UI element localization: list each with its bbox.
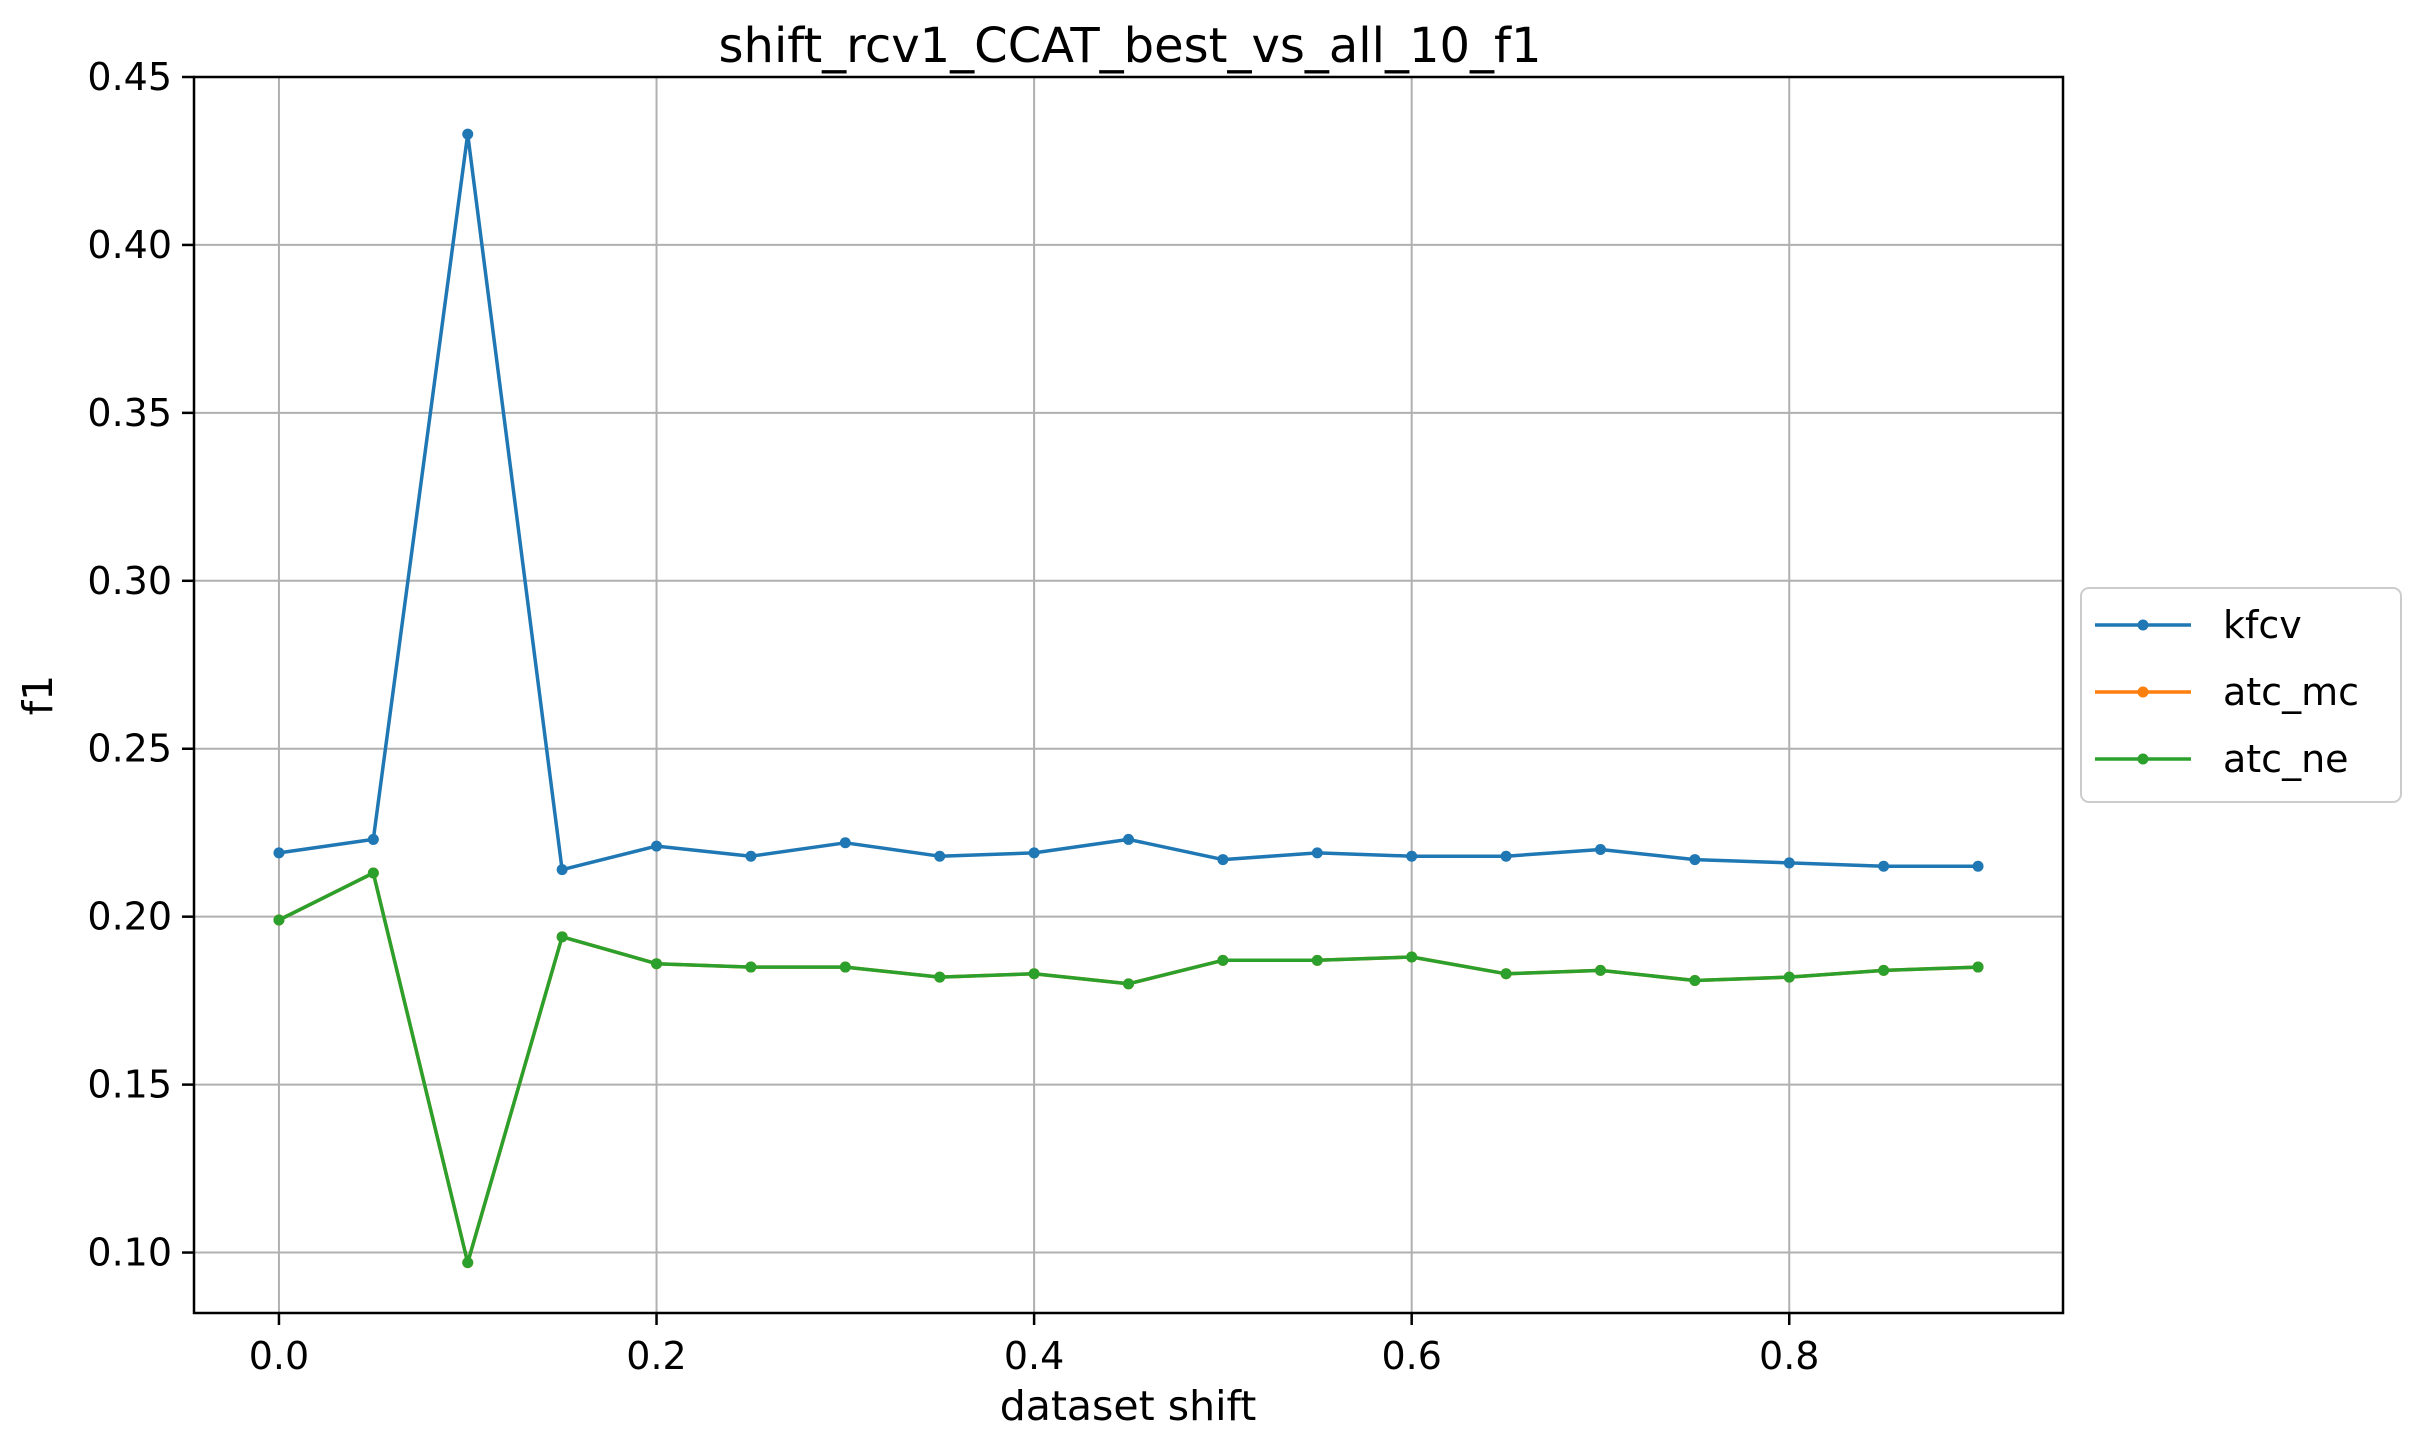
y-axis: 0.10 0.15 0.20 0.25 0.30 0.35 0.40 0.45 xyxy=(87,55,194,1275)
data-point-kfcv xyxy=(1123,833,1134,845)
data-point-kfcv xyxy=(1689,854,1701,866)
x-axis-label: dataset shift xyxy=(1000,1382,1257,1430)
data-point-kfcv xyxy=(1878,860,1890,872)
data-point-atc_ne xyxy=(651,958,663,970)
series-atc_mc xyxy=(273,867,1984,1269)
data-point-atc_ne xyxy=(1217,954,1229,966)
data-point-atc_ne xyxy=(367,867,379,879)
data-point-atc_ne xyxy=(1500,968,1512,980)
data-point-atc_ne xyxy=(1311,954,1323,966)
legend-marker xyxy=(2137,686,2149,698)
series-line-atc_ne xyxy=(278,871,1979,1265)
data-point-atc_ne xyxy=(745,961,757,973)
legend-item-atc_mc: atc_mc xyxy=(2095,670,2359,714)
data-point-atc_ne xyxy=(1783,971,1795,983)
x-tick-label: 0.0 xyxy=(249,1334,309,1378)
legend-item-kfcv: kfcv xyxy=(2095,603,2302,647)
data-point-atc_ne xyxy=(1972,961,1984,973)
chart-title: shift_rcv1_CCAT_best_vs_all_10_f1 xyxy=(719,18,1542,74)
data-point-atc_ne xyxy=(934,971,946,983)
data-point-kfcv xyxy=(462,128,474,140)
series-layer xyxy=(273,128,1984,1269)
data-point-atc_ne xyxy=(839,961,851,973)
legend: kfcv atc_mc atc_ne xyxy=(2080,587,2402,803)
y-tick-label: 0.15 xyxy=(87,1063,172,1107)
data-point-kfcv xyxy=(934,850,946,862)
x-tick-label: 0.8 xyxy=(1759,1334,1819,1378)
y-axis-label: f1 xyxy=(14,675,62,716)
data-point-atc_ne xyxy=(1028,968,1040,980)
series-atc_ne xyxy=(273,867,1984,1269)
data-point-kfcv xyxy=(745,850,757,862)
data-point-kfcv xyxy=(1972,860,1984,872)
x-tick-label: 0.2 xyxy=(626,1334,686,1378)
data-point-atc_ne xyxy=(1689,974,1701,986)
x-tick-label: 0.4 xyxy=(1004,1334,1064,1378)
data-point-kfcv xyxy=(367,833,379,845)
legend-marker xyxy=(2137,753,2149,765)
data-point-atc_ne xyxy=(556,931,568,943)
y-tick-label: 0.40 xyxy=(87,223,172,267)
y-tick-label: 0.45 xyxy=(87,55,172,99)
legend-marker xyxy=(2137,619,2149,631)
y-tick-label: 0.25 xyxy=(87,727,172,771)
data-point-kfcv xyxy=(556,864,568,876)
series-kfcv xyxy=(273,128,1984,876)
data-point-atc_ne xyxy=(462,1257,474,1269)
data-point-kfcv xyxy=(273,847,285,859)
legend-box xyxy=(2080,587,2402,803)
x-tick-label: 0.6 xyxy=(1381,1334,1441,1378)
data-point-kfcv xyxy=(1028,847,1040,859)
y-tick-label: 0.10 xyxy=(87,1231,172,1275)
data-point-kfcv xyxy=(1783,857,1795,869)
data-point-atc_ne xyxy=(1878,964,1890,976)
data-point-atc_ne xyxy=(1594,964,1606,976)
series-line-atc_mc xyxy=(278,871,1979,1265)
data-point-kfcv xyxy=(1217,854,1229,866)
legend-label: atc_mc xyxy=(2223,670,2359,714)
plot-frame xyxy=(192,75,2065,1315)
y-tick-label: 0.30 xyxy=(87,559,172,603)
grid-lines xyxy=(194,76,2063,1313)
legend-item-atc_ne: atc_ne xyxy=(2095,737,2349,781)
data-point-kfcv xyxy=(1500,850,1512,862)
data-point-kfcv xyxy=(651,840,663,852)
data-point-kfcv xyxy=(839,837,851,849)
legend-label: kfcv xyxy=(2223,603,2302,647)
data-point-atc_ne xyxy=(273,914,285,926)
legend-label: atc_ne xyxy=(2223,737,2349,781)
y-tick-label: 0.35 xyxy=(87,391,172,435)
y-tick-label: 0.20 xyxy=(87,895,172,939)
x-axis: 0.0 0.2 0.4 0.6 0.8 xyxy=(249,1313,1819,1378)
data-point-kfcv xyxy=(1406,850,1418,862)
data-point-atc_ne xyxy=(1123,978,1134,990)
data-point-kfcv xyxy=(1594,844,1606,855)
data-point-kfcv xyxy=(1311,847,1323,859)
data-point-atc_ne xyxy=(1406,951,1418,963)
